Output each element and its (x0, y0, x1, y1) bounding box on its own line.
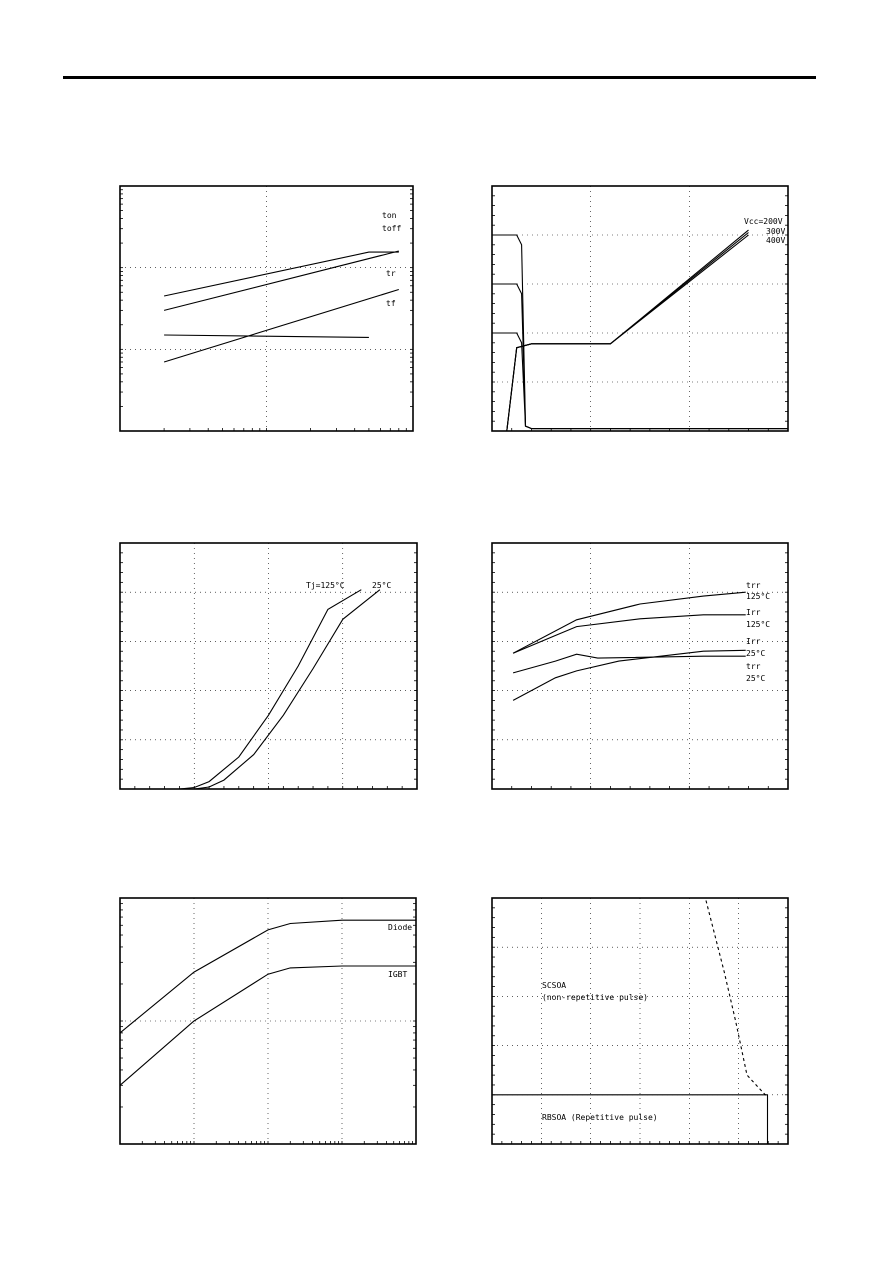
label-tf: tf (386, 299, 396, 308)
plot-frame (491, 542, 789, 790)
series-ton (163, 251, 399, 297)
series-400v (492, 229, 749, 432)
series-igbt (119, 965, 416, 1086)
top-rule (63, 76, 816, 79)
series-25-c (194, 589, 381, 790)
plot-frame (119, 185, 414, 432)
label-trr-125: trr (746, 581, 761, 590)
safe-operating-area-chart: SCSOA (non-repetitive pulse) RBSOA (Repe… (482, 890, 802, 1150)
gate-charge-chart: Vcc=200V 300V 400V (482, 178, 802, 438)
plot-frame (491, 897, 789, 1145)
series-rbsoa-repetitive-pulse (492, 1094, 769, 1144)
forward-characteristic-plot: Tj=125°C 25°C (119, 542, 418, 790)
safe-operating-area-plot: SCSOA (non-repetitive pulse) RBSOA (Repe… (491, 897, 789, 1145)
series-trr-125-c (512, 591, 746, 654)
series-tf (164, 334, 369, 338)
gate-charge-plot: Vcc=200V 300V 400V (491, 185, 789, 432)
series-curve-3 (492, 234, 788, 430)
label-rbsoa: RBSOA (Repetitive pulse) (542, 1113, 658, 1122)
thermal-impedance-plot: Diode IGBT (119, 897, 417, 1145)
series-irr-25-c (512, 653, 746, 674)
label-vcc-400: 400V (766, 236, 785, 245)
series-scsoa-non-repetitive-pulse (705, 900, 768, 1096)
series-trr-25-c (512, 649, 746, 701)
series-toff (163, 250, 399, 311)
plot-frame (119, 897, 417, 1145)
label-scsoa-note: (non-repetitive pulse) (542, 993, 648, 1002)
label-irr-25-temp: 25°C (746, 649, 765, 658)
switching-time-plot: ton toff tr tf (119, 185, 414, 432)
plot-frame (119, 542, 418, 790)
label-igbt: IGBT (388, 970, 407, 979)
label-trr-125-temp: 125°C (746, 592, 770, 601)
series-diode (119, 919, 416, 1034)
label-diode: Diode (388, 923, 412, 932)
reverse-recovery-plot: trr 125°C Irr 125°C Irr 25°C trr 25°C (491, 542, 789, 790)
label-irr-125-temp: 125°C (746, 620, 770, 629)
label-trr-25: trr (746, 662, 761, 671)
label-tj-125: Tj=125°C (306, 581, 345, 590)
label-irr-125: Irr (746, 608, 761, 617)
reverse-recovery-chart: trr 125°C Irr 125°C Irr 25°C trr 25°C (482, 535, 802, 795)
series-curve-5 (492, 332, 788, 430)
label-vcc-300: 300V (766, 227, 785, 236)
thermal-impedance-chart: Diode IGBT (110, 890, 430, 1150)
label-toff: toff (382, 224, 401, 233)
series-vcc-200v (492, 234, 749, 432)
series-irr-125-c (512, 614, 746, 654)
series-tr (163, 288, 399, 363)
label-tr: tr (386, 269, 396, 278)
plot-frame (491, 185, 789, 432)
label-vcc-200: Vcc=200V (744, 217, 783, 226)
series-tj-125-c (179, 589, 362, 790)
label-irr-25: Irr (746, 637, 761, 646)
switching-time-chart: ton toff tr tf (110, 178, 430, 438)
label-trr-25-temp: 25°C (746, 674, 765, 683)
series-curve-4 (492, 283, 788, 430)
label-ton: ton (382, 211, 397, 220)
label-tj-25: 25°C (372, 581, 391, 590)
forward-characteristic-chart: Tj=125°C 25°C (110, 535, 430, 795)
label-scsoa: SCSOA (542, 981, 566, 990)
